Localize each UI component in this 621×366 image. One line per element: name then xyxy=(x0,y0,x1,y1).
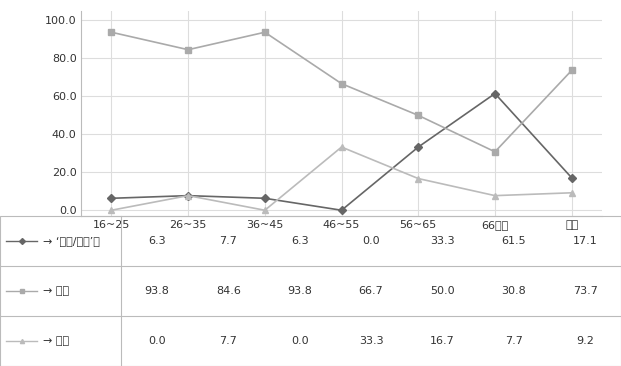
병용 xyxy=(107,208,115,212)
Text: 93.8: 93.8 xyxy=(287,286,312,296)
Text: 61.5: 61.5 xyxy=(502,236,526,246)
Text: 66.7: 66.7 xyxy=(359,286,383,296)
기타 xyxy=(261,30,268,34)
Line: '아비/아범'류: '아비/아범'류 xyxy=(109,91,574,213)
기타 xyxy=(107,30,115,34)
병용 xyxy=(568,191,576,195)
기타 xyxy=(491,150,499,154)
Text: 7.7: 7.7 xyxy=(219,236,237,246)
Text: → ‘아비/아범’류: → ‘아비/아범’류 xyxy=(43,236,101,246)
Text: 7.7: 7.7 xyxy=(505,336,523,346)
병용 xyxy=(184,194,192,198)
Text: 0.0: 0.0 xyxy=(291,336,309,346)
Line: 병용: 병용 xyxy=(109,144,574,213)
Text: 6.3: 6.3 xyxy=(291,236,309,246)
Text: 33.3: 33.3 xyxy=(430,236,455,246)
Text: 0.0: 0.0 xyxy=(362,236,380,246)
Text: → 병용: → 병용 xyxy=(43,336,70,346)
Text: 6.3: 6.3 xyxy=(148,236,166,246)
Text: 17.1: 17.1 xyxy=(573,236,597,246)
Text: 7.7: 7.7 xyxy=(219,336,237,346)
Text: 16.7: 16.7 xyxy=(430,336,455,346)
'아비/아범'류 xyxy=(415,145,422,149)
기타 xyxy=(568,68,576,72)
기타 xyxy=(338,82,345,86)
병용 xyxy=(261,208,268,212)
Text: 33.3: 33.3 xyxy=(359,336,383,346)
기타 xyxy=(415,113,422,117)
병용 xyxy=(415,176,422,181)
Text: 0.0: 0.0 xyxy=(148,336,166,346)
Text: 30.8: 30.8 xyxy=(502,286,526,296)
Text: → 기타: → 기타 xyxy=(43,286,70,296)
Text: 73.7: 73.7 xyxy=(573,286,598,296)
'아비/아범'류 xyxy=(568,176,576,180)
'아비/아범'류 xyxy=(261,196,268,201)
병용 xyxy=(491,194,499,198)
Text: 50.0: 50.0 xyxy=(430,286,455,296)
Line: 기타: 기타 xyxy=(109,29,574,154)
Text: 93.8: 93.8 xyxy=(144,286,170,296)
'아비/아범'류 xyxy=(491,92,499,96)
Text: 9.2: 9.2 xyxy=(576,336,594,346)
Text: 84.6: 84.6 xyxy=(215,286,241,296)
'아비/아범'류 xyxy=(184,194,192,198)
'아비/아범'류 xyxy=(107,196,115,201)
'아비/아범'류 xyxy=(338,208,345,212)
기타 xyxy=(184,48,192,52)
병용 xyxy=(338,145,345,149)
